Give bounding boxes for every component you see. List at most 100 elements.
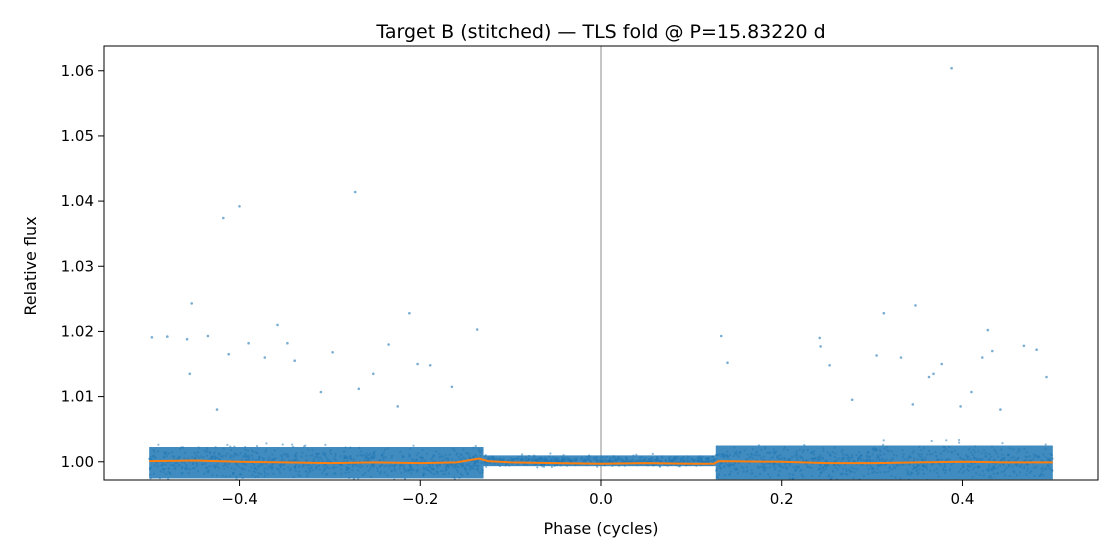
data-point: [875, 471, 879, 475]
data-point: [226, 452, 229, 455]
data-point: [636, 464, 639, 467]
data-point: [459, 472, 462, 475]
data-point: [485, 465, 488, 468]
data-point: [985, 468, 988, 472]
data-point: [850, 466, 853, 469]
data-point: [415, 454, 418, 457]
data-point: [550, 465, 554, 469]
data-point: [708, 460, 711, 463]
data-point: [876, 454, 879, 457]
outlier-point: [263, 356, 267, 359]
data-point: [205, 446, 208, 450]
data-point: [215, 456, 218, 459]
data-point: [243, 468, 246, 471]
data-point: [941, 481, 943, 483]
data-point: [842, 453, 845, 456]
data-point: [215, 474, 219, 477]
data-point: [969, 465, 972, 468]
data-point: [334, 472, 337, 475]
data-point: [232, 471, 235, 475]
data-point: [749, 456, 752, 459]
data-point: [427, 463, 431, 466]
data-point: [618, 458, 621, 461]
data-point: [873, 470, 876, 473]
data-point: [806, 465, 809, 468]
data-point: [799, 456, 802, 459]
data-point: [1034, 466, 1037, 470]
data-point: [656, 458, 659, 461]
data-point: [788, 463, 791, 467]
data-point: [334, 454, 337, 458]
data-point: [244, 448, 247, 451]
data-point: [281, 457, 284, 460]
data-point: [858, 450, 861, 453]
data-point: [378, 459, 381, 462]
data-point: [802, 458, 805, 461]
data-point: [412, 459, 415, 462]
data-point: [1000, 448, 1003, 451]
data-point: [422, 474, 425, 477]
data-point: [175, 461, 178, 465]
data-point: [737, 455, 740, 458]
data-point: [224, 464, 227, 467]
data-point: [771, 456, 775, 459]
data-point: [851, 454, 854, 457]
data-point: [868, 459, 871, 462]
data-point: [745, 465, 749, 468]
data-point: [872, 459, 875, 462]
data-point: [257, 465, 260, 468]
data-point: [857, 457, 860, 460]
data-point: [424, 459, 427, 462]
data-point: [524, 459, 527, 463]
data-point: [187, 457, 190, 460]
data-point: [915, 466, 918, 469]
data-point: [831, 451, 835, 454]
data-point: [468, 453, 471, 456]
data-point: [817, 468, 820, 471]
data-point: [990, 445, 994, 448]
data-point: [459, 453, 462, 456]
data-point: [813, 453, 816, 456]
data-point: [363, 459, 366, 462]
data-point: [868, 456, 871, 459]
data-point: [830, 476, 833, 479]
data-point: [221, 455, 224, 458]
data-point: [715, 469, 718, 472]
data-point: [891, 457, 894, 460]
data-point: [370, 475, 373, 479]
data-point: [365, 452, 368, 455]
data-point: [751, 457, 755, 460]
data-point: [481, 468, 484, 471]
data-point: [347, 471, 351, 474]
outlier-point: [185, 337, 189, 341]
data-point: [905, 469, 908, 472]
outlier-point: [372, 372, 375, 376]
data-point: [332, 465, 335, 468]
data-point: [994, 462, 997, 465]
data-point: [400, 471, 403, 474]
data-point: [824, 467, 828, 470]
data-point: [928, 453, 932, 456]
data-point: [183, 457, 186, 460]
data-point: [174, 466, 177, 469]
outlier-point: [927, 375, 931, 379]
data-point: [542, 465, 546, 468]
data-point: [162, 471, 165, 474]
data-point: [153, 456, 156, 459]
data-point: [623, 464, 626, 467]
data-point: [901, 449, 904, 452]
data-point: [419, 456, 422, 460]
data-point: [990, 476, 993, 479]
data-point: [347, 467, 350, 471]
data-point: [561, 455, 564, 458]
data-point: [153, 464, 156, 467]
data-point: [267, 458, 270, 461]
data-point: [942, 469, 945, 472]
data-point: [228, 475, 231, 478]
data-point: [997, 455, 1000, 458]
data-point: [372, 456, 375, 460]
outlier-point: [227, 352, 230, 356]
data-point: [214, 464, 217, 467]
data-point: [442, 473, 445, 476]
data-point: [329, 450, 332, 453]
